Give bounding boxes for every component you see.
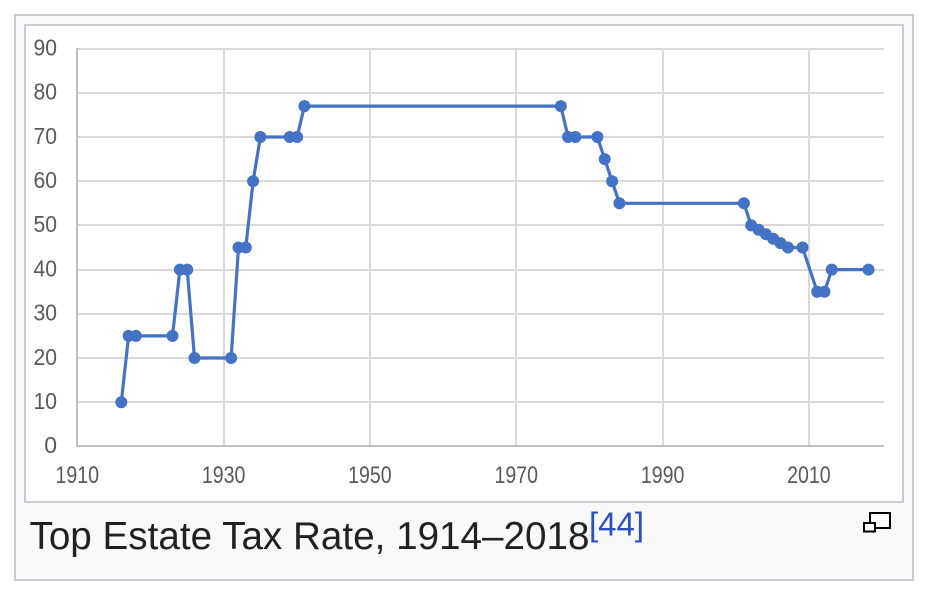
- svg-text:2010: 2010: [787, 462, 831, 489]
- svg-text:0: 0: [44, 432, 57, 458]
- svg-text:[44]: [44]: [589, 506, 644, 543]
- svg-text:1930: 1930: [202, 462, 246, 489]
- svg-text:10: 10: [34, 388, 58, 414]
- svg-text:1990: 1990: [641, 462, 685, 489]
- svg-text:1970: 1970: [495, 462, 539, 489]
- svg-text:70: 70: [34, 123, 58, 149]
- svg-text:20: 20: [34, 344, 58, 370]
- svg-text:Top Estate Tax Rate, 1914–2018: Top Estate Tax Rate, 1914–2018: [30, 515, 590, 558]
- svg-text:90: 90: [34, 34, 58, 60]
- svg-text:1950: 1950: [348, 462, 392, 489]
- svg-text:30: 30: [34, 300, 58, 326]
- svg-text:1910: 1910: [56, 462, 100, 489]
- svg-text:80: 80: [34, 79, 58, 105]
- svg-text:50: 50: [34, 211, 58, 237]
- svg-text:40: 40: [34, 255, 58, 281]
- svg-text:60: 60: [34, 167, 58, 193]
